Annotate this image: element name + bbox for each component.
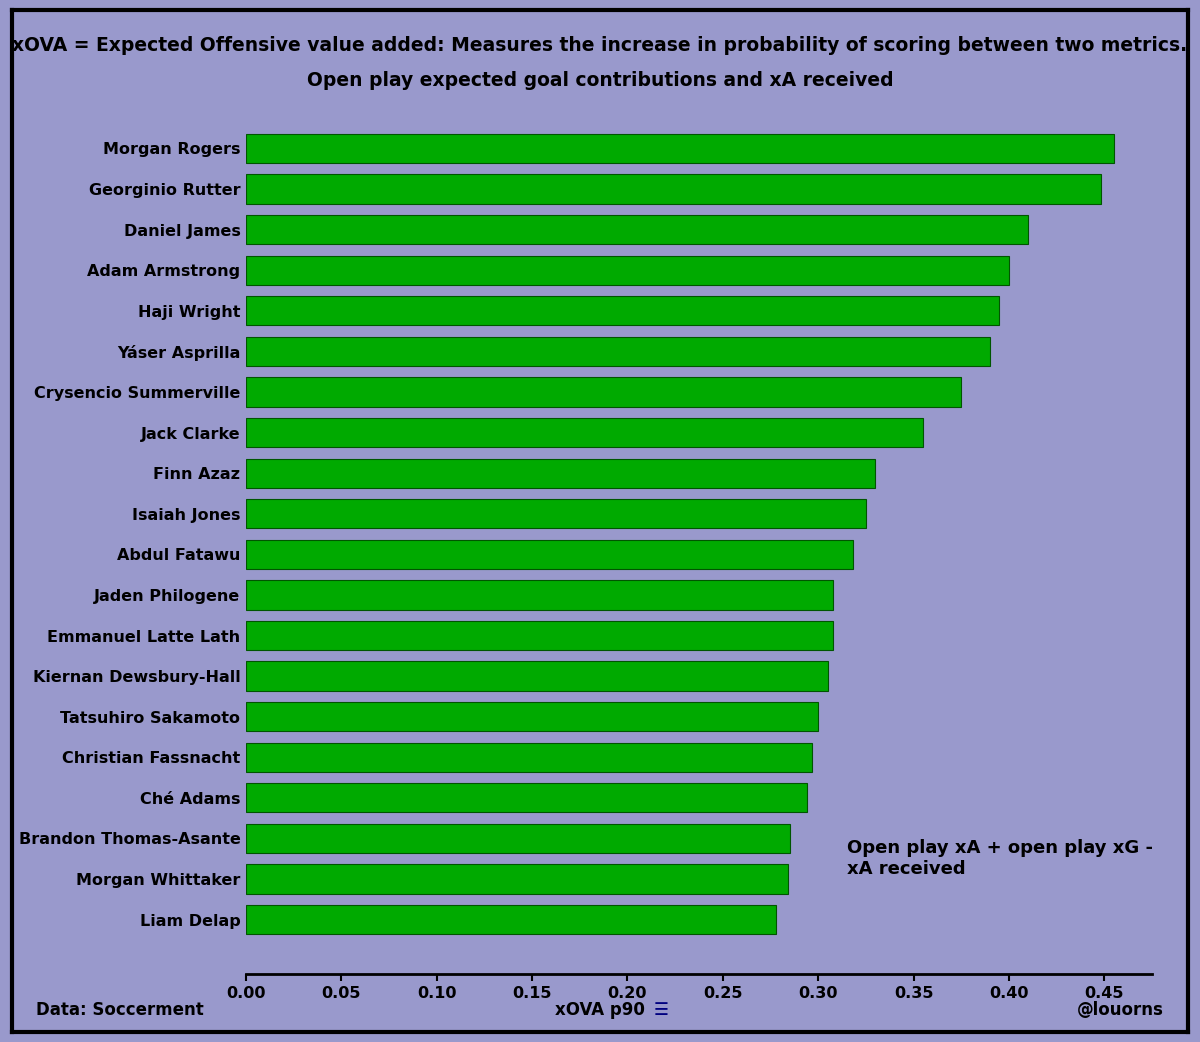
Bar <box>246 580 834 610</box>
Text: Data: Soccerment: Data: Soccerment <box>36 1001 204 1019</box>
Bar <box>246 499 866 528</box>
Text: xOVA p90: xOVA p90 <box>556 1001 644 1019</box>
Bar <box>246 133 1114 163</box>
Bar <box>246 540 852 569</box>
Bar <box>246 743 812 772</box>
Bar <box>246 296 1000 325</box>
Bar <box>246 784 806 813</box>
Bar <box>246 905 776 935</box>
Text: ☰: ☰ <box>654 1001 668 1019</box>
Text: @louorns: @louorns <box>1078 1001 1164 1019</box>
Bar <box>246 865 787 894</box>
Bar <box>246 824 790 853</box>
Bar <box>246 662 828 691</box>
Text: Open play expected goal contributions and xA received: Open play expected goal contributions an… <box>307 71 893 90</box>
Text: xOVA = Expected Offensive value added: Measures the increase in probability of s: xOVA = Expected Offensive value added: M… <box>12 36 1188 55</box>
Text: Open play xA + open play xG -
xA received: Open play xA + open play xG - xA receive… <box>847 840 1153 878</box>
Bar <box>246 215 1028 244</box>
Bar <box>246 702 818 731</box>
Bar <box>246 174 1100 203</box>
Bar <box>246 377 961 406</box>
Bar <box>246 255 1009 284</box>
Bar <box>246 337 990 366</box>
Bar <box>246 621 834 650</box>
Bar <box>246 458 876 488</box>
Bar <box>246 418 923 447</box>
